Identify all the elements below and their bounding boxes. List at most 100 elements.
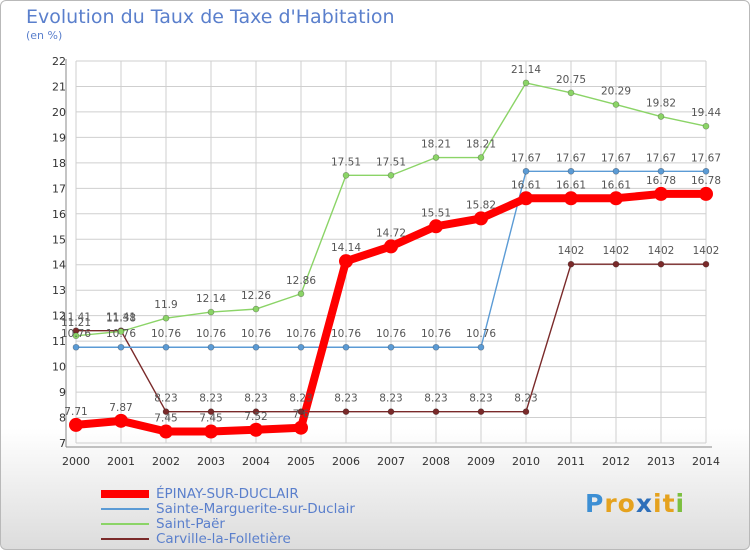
data-label: 8.23 bbox=[334, 393, 357, 405]
data-label: 10.76 bbox=[151, 328, 181, 340]
data-point bbox=[207, 408, 215, 415]
data-label: 1402 bbox=[558, 245, 585, 257]
series-points bbox=[69, 79, 713, 439]
data-point bbox=[657, 260, 665, 268]
data-label: 1402 bbox=[693, 245, 720, 257]
axes bbox=[65, 59, 712, 448]
data-point bbox=[432, 154, 440, 161]
y-tick-label: 14 bbox=[52, 259, 66, 272]
data-label: 17.67 bbox=[691, 152, 721, 164]
data-label: 11.41 bbox=[61, 312, 91, 324]
data-point bbox=[567, 260, 575, 268]
data-point bbox=[522, 79, 530, 87]
data-label: 18.21 bbox=[421, 139, 451, 151]
data-label: 12.14 bbox=[196, 293, 226, 305]
data-point bbox=[297, 290, 305, 298]
x-tick-label: 2007 bbox=[377, 455, 405, 468]
chart-title: Evolution du Taux de Taxe d'Habitation bbox=[26, 6, 395, 28]
data-label: 11.38 bbox=[106, 312, 136, 324]
data-point bbox=[612, 260, 620, 268]
y-tick-label: 16 bbox=[52, 208, 66, 221]
legend-label: Sainte-Marguerite-sur-Duclair bbox=[156, 501, 355, 517]
data-point bbox=[342, 172, 350, 179]
data-point bbox=[342, 408, 350, 415]
data-point bbox=[252, 305, 260, 313]
logo-letter: t bbox=[662, 489, 676, 518]
y-tick-label: 20 bbox=[52, 106, 66, 119]
x-tick-label: 2011 bbox=[557, 455, 585, 468]
data-point bbox=[477, 408, 485, 415]
tick-labels: 7 8 9 10 11 12 13 14 15 16 17 18 19 20 21 22 2000 2001 200… bbox=[52, 55, 720, 468]
data-label: 10.76 bbox=[466, 328, 496, 340]
y-tick-label: 19 bbox=[52, 131, 66, 144]
legend-swatch bbox=[101, 490, 149, 498]
y-tick-label: 17 bbox=[52, 182, 66, 195]
data-point bbox=[162, 314, 170, 322]
x-tick-label: 2012 bbox=[602, 455, 630, 468]
data-label: 8.23 bbox=[244, 393, 267, 405]
data-point bbox=[519, 191, 533, 206]
data-point bbox=[612, 167, 620, 175]
data-point bbox=[294, 420, 308, 435]
data-point bbox=[162, 343, 170, 351]
x-tick-label: 2000 bbox=[62, 455, 90, 468]
data-label: 8.23 bbox=[379, 393, 402, 405]
data-label: 17.51 bbox=[331, 156, 361, 168]
data-label: 11.21 bbox=[61, 317, 91, 329]
y-tick-label: 13 bbox=[52, 284, 66, 297]
x-tick-label: 2008 bbox=[422, 455, 450, 468]
data-label: 16.61 bbox=[556, 179, 586, 191]
x-tick-label: 2004 bbox=[242, 455, 270, 468]
data-point bbox=[699, 186, 713, 201]
x-tick-label: 2013 bbox=[647, 455, 675, 468]
data-label: 20.75 bbox=[556, 74, 586, 86]
legend: ÉPINAY-SUR-DUCLAIR Sainte-Marguerite-sur-… bbox=[101, 487, 481, 547]
data-point bbox=[69, 417, 83, 432]
data-point bbox=[249, 422, 263, 437]
data-point bbox=[342, 343, 350, 351]
x-tick-label: 2002 bbox=[152, 455, 180, 468]
data-label: 12.86 bbox=[286, 275, 316, 287]
data-point bbox=[387, 408, 395, 415]
data-point bbox=[567, 89, 575, 97]
data-point bbox=[477, 343, 485, 351]
data-point bbox=[207, 308, 215, 316]
data-label: 8.23 bbox=[154, 393, 177, 405]
data-point bbox=[252, 343, 260, 351]
data-point bbox=[432, 343, 440, 351]
data-label: 8.23 bbox=[469, 393, 492, 405]
data-label: 10.76 bbox=[106, 328, 136, 340]
chart-subtitle: (en %) bbox=[26, 29, 63, 42]
data-point bbox=[522, 408, 530, 415]
legend-swatch bbox=[101, 538, 149, 540]
y-tick-label: 8 bbox=[59, 412, 66, 425]
data-label: 10.76 bbox=[196, 328, 226, 340]
data-point bbox=[117, 328, 125, 335]
legend-label: ÉPINAY-SUR-DUCLAIR bbox=[156, 486, 299, 502]
x-tick-label: 2010 bbox=[512, 455, 540, 468]
data-label: 10.76 bbox=[331, 328, 361, 340]
data-label: 7.45 bbox=[199, 413, 222, 425]
data-point bbox=[297, 408, 305, 415]
data-label: 10.76 bbox=[61, 328, 91, 340]
data-label: 11.41 bbox=[106, 312, 136, 324]
data-label: 17.51 bbox=[376, 156, 406, 168]
data-label: 12.26 bbox=[241, 290, 271, 302]
y-tick-label: 9 bbox=[59, 386, 66, 399]
data-label: 17.67 bbox=[556, 152, 586, 164]
data-label: 18.21 bbox=[466, 139, 496, 151]
logo-letter: P bbox=[585, 489, 605, 518]
data-label: 16.78 bbox=[646, 175, 676, 187]
legend-item: Carville-la-Folletière bbox=[101, 532, 481, 547]
legend-swatch bbox=[101, 523, 149, 525]
data-label: 10.76 bbox=[241, 328, 271, 340]
y-tick-label: 18 bbox=[52, 157, 66, 170]
data-label: 16.61 bbox=[601, 179, 631, 191]
legend-label: Carville-la-Folletière bbox=[156, 531, 291, 547]
data-label: 10.76 bbox=[421, 328, 451, 340]
data-label: 17.67 bbox=[646, 152, 676, 164]
logo-letter: x bbox=[635, 489, 653, 518]
data-label: 7.52 bbox=[244, 411, 267, 423]
